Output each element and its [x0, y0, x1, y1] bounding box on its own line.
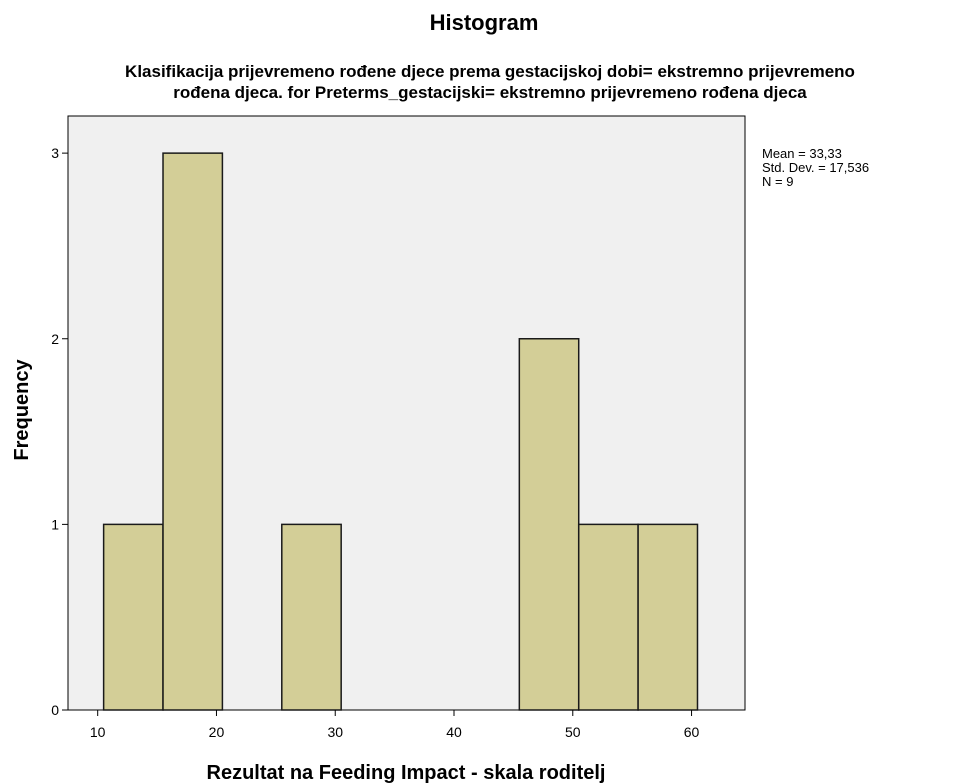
histogram-bar-2 [162, 152, 224, 711]
stat-std-dev: Std. Dev. = 17,536 [762, 160, 869, 175]
chart-subtitle-line-2: rođena djeca. for Preterms_gestacijski= … [173, 83, 807, 102]
chart-title: Histogram [430, 10, 539, 35]
y-tick-label: 0 [51, 702, 59, 718]
x-tick-label: 40 [446, 724, 462, 740]
histogram-bar-4 [518, 338, 580, 711]
histogram-bar-1 [102, 523, 164, 711]
y-tick-label: 2 [51, 331, 59, 347]
y-tick-label: 3 [51, 145, 59, 161]
y-tick-label: 1 [51, 516, 59, 532]
histogram-bar-6 [637, 523, 699, 711]
x-tick-label: 10 [90, 724, 106, 740]
y-axis-label: Frequency [11, 359, 33, 461]
x-tick-label: 60 [684, 724, 700, 740]
x-axis: 10 20 30 40 50 60 [90, 710, 700, 740]
stat-n: N = 9 [762, 174, 793, 189]
x-tick-label: 30 [327, 724, 343, 740]
bar-group [102, 152, 699, 711]
chart-subtitle-line-1: Klasifikacija prijevremeno rođene djece … [125, 62, 855, 81]
stat-mean: Mean = 33,33 [762, 146, 842, 161]
x-tick-label: 50 [565, 724, 581, 740]
histogram-bar-5 [577, 523, 639, 711]
x-axis-label: Rezultat na Feeding Impact - skala rodit… [207, 762, 606, 783]
histogram-bar-3 [281, 523, 342, 711]
stats-box: Mean = 33,33 Std. Dev. = 17,536 N = 9 [762, 146, 869, 189]
y-axis: 0 1 2 3 [51, 145, 68, 718]
x-tick-label: 20 [209, 724, 225, 740]
